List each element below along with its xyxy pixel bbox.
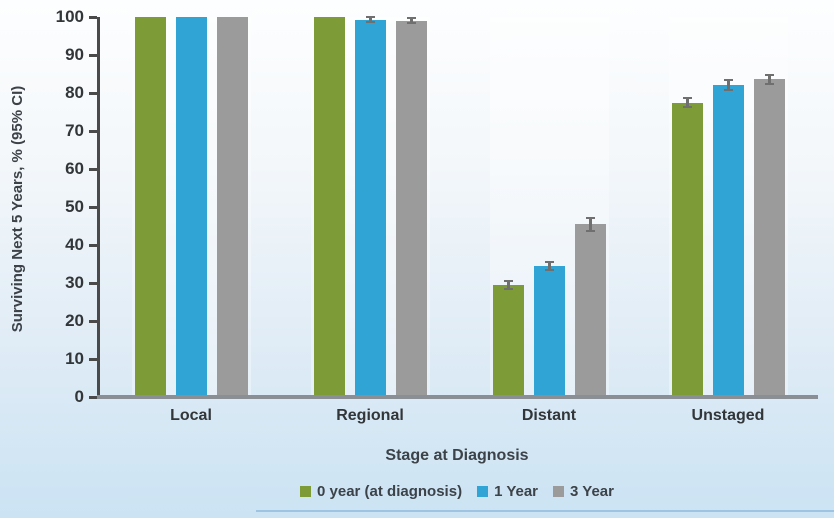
legend-marker	[300, 485, 312, 497]
y-tick-label: 10	[65, 349, 84, 368]
legend-marker	[477, 485, 489, 497]
y-tick-label: 60	[65, 159, 84, 178]
y-tick-mark	[89, 206, 97, 209]
error-bar-top-cap	[544, 261, 554, 264]
legend-item: 0 year (at diagnosis)	[300, 483, 462, 500]
x-category-label: Local	[170, 407, 212, 424]
legend: 0 year (at diagnosis) 1 Year 3 Year	[100, 479, 814, 503]
bar	[753, 79, 785, 397]
error-bar-top-cap	[723, 79, 733, 82]
y-tick-label: 50	[65, 197, 84, 216]
y-tick-mark	[89, 244, 97, 247]
error-bar	[368, 17, 372, 22]
error-bar	[685, 97, 689, 108]
legend-item: 3 Year	[553, 483, 614, 500]
y-tick-label: 80	[65, 83, 84, 102]
error-bar-bottom-cap	[682, 106, 692, 109]
x-category-label: Regional	[336, 407, 404, 424]
bar	[216, 17, 248, 397]
bar	[574, 224, 606, 397]
y-tick-mark	[89, 168, 97, 171]
y-tick-label: 20	[65, 311, 84, 330]
y-tick-mark	[89, 16, 97, 19]
error-bar-bottom-cap	[365, 20, 375, 23]
bar	[492, 284, 524, 397]
x-axis-line	[97, 395, 818, 399]
y-tick-mark	[89, 396, 97, 399]
x-category-label: Distant	[521, 407, 577, 424]
y-tick-label: 90	[65, 45, 84, 64]
error-bar-bottom-cap	[544, 268, 554, 271]
y-tick-mark	[89, 358, 97, 361]
y-tick-mark	[89, 282, 97, 285]
error-bar-bottom-cap	[764, 82, 774, 85]
error-bar-top-cap	[365, 16, 375, 19]
error-bar-top-cap	[503, 280, 513, 283]
bar	[533, 265, 565, 397]
bar	[671, 102, 703, 397]
y-tick-label: 30	[65, 273, 84, 292]
error-bar-bottom-cap	[503, 287, 513, 290]
y-tick-label: 100	[55, 7, 84, 26]
legend-label: 1 Year	[494, 482, 539, 500]
x-axis-title: Stage at Diagnosis	[385, 447, 529, 464]
error-bar	[409, 18, 413, 24]
y-tick-label: 40	[65, 235, 84, 254]
y-tick-mark	[89, 130, 97, 133]
x-category-label: Unstaged	[691, 407, 765, 424]
y-axis-title: Surviving Next 5 Years, % (95% CI)	[9, 85, 26, 333]
bar	[712, 85, 744, 397]
error-bar-top-cap	[682, 96, 692, 99]
error-bar-bottom-cap	[406, 22, 416, 25]
error-bar-top-cap	[764, 73, 774, 76]
legend-label: 0 year (at diagnosis)	[317, 482, 463, 500]
legend-label: 3 Year	[570, 482, 614, 500]
legend-item: 1 Year	[477, 483, 538, 500]
error-bar-bottom-cap	[585, 229, 595, 232]
y-tick-mark	[89, 54, 97, 57]
bar	[134, 17, 166, 397]
y-tick-label: 70	[65, 121, 84, 140]
bar	[175, 17, 207, 397]
error-bar-bottom-cap	[723, 88, 733, 91]
error-bar-top-cap	[406, 17, 416, 20]
error-bar	[588, 218, 592, 231]
error-bar	[726, 80, 730, 90]
error-bar	[547, 262, 551, 270]
error-bar	[767, 74, 771, 84]
error-bar	[506, 281, 510, 289]
y-axis-line	[97, 17, 100, 397]
bar	[313, 17, 345, 397]
plot-area	[100, 16, 814, 397]
legend-marker	[553, 485, 565, 497]
y-tick-label: 0	[74, 387, 84, 406]
bar	[395, 20, 427, 397]
bar	[354, 19, 386, 397]
y-tick-mark	[89, 320, 97, 323]
y-tick-mark	[89, 92, 97, 95]
error-bar-top-cap	[585, 217, 595, 220]
bottom-accent-line	[256, 510, 834, 512]
